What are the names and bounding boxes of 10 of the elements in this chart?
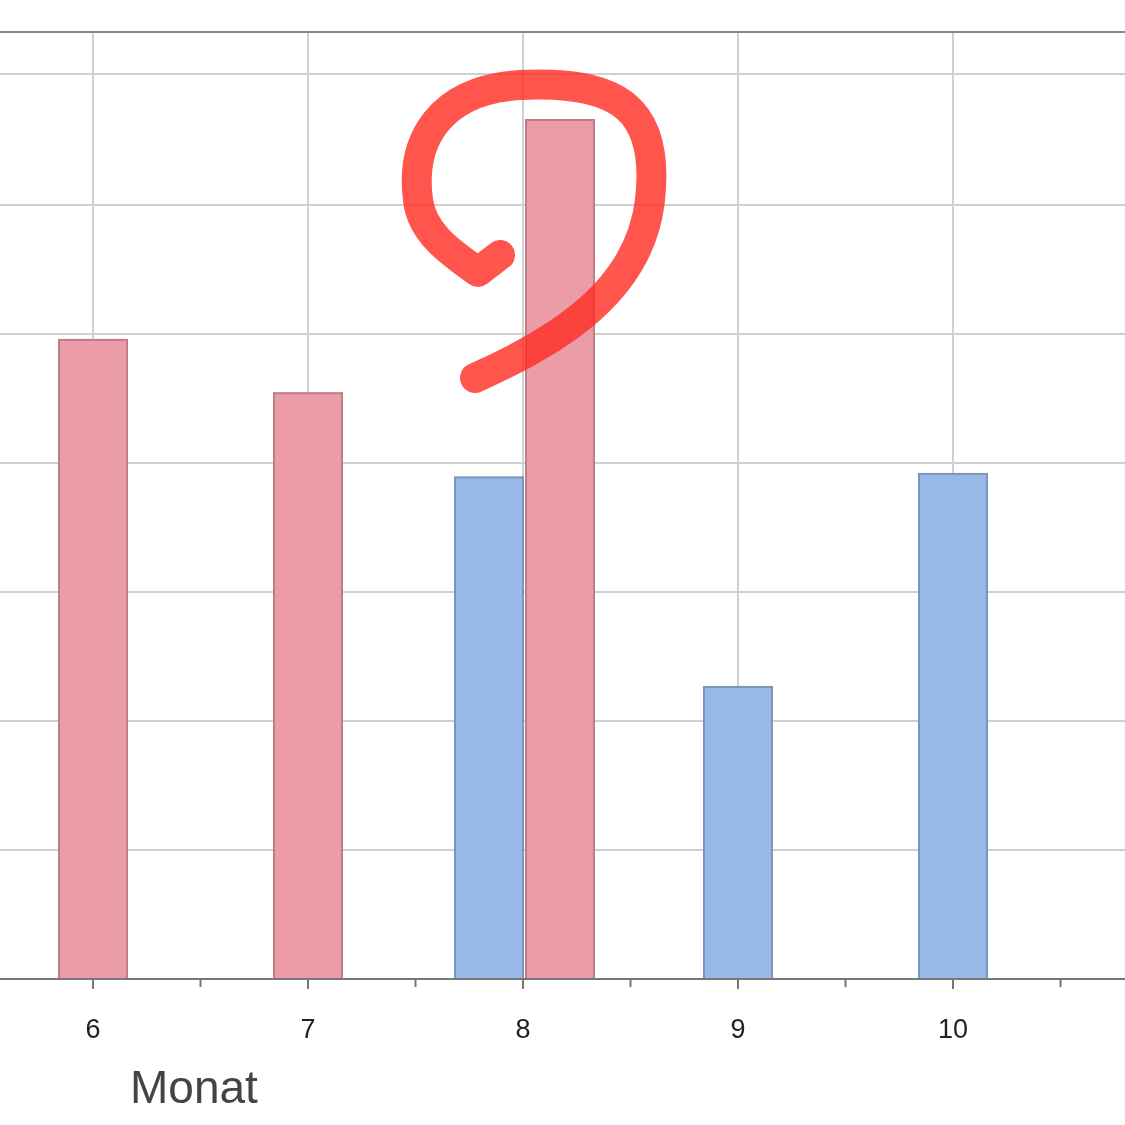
- bar: [525, 119, 595, 980]
- x-tick-label: 8: [515, 1014, 531, 1044]
- x-tick-label: 6: [85, 1014, 101, 1044]
- bar: [454, 476, 524, 980]
- x-tick-label: 9: [730, 1014, 746, 1044]
- x-axis-title: Monat: [130, 1061, 259, 1113]
- bar: [918, 472, 988, 980]
- bar: [58, 338, 128, 980]
- x-tick-label: 7: [300, 1014, 316, 1044]
- x-tick-label: 10: [937, 1014, 969, 1044]
